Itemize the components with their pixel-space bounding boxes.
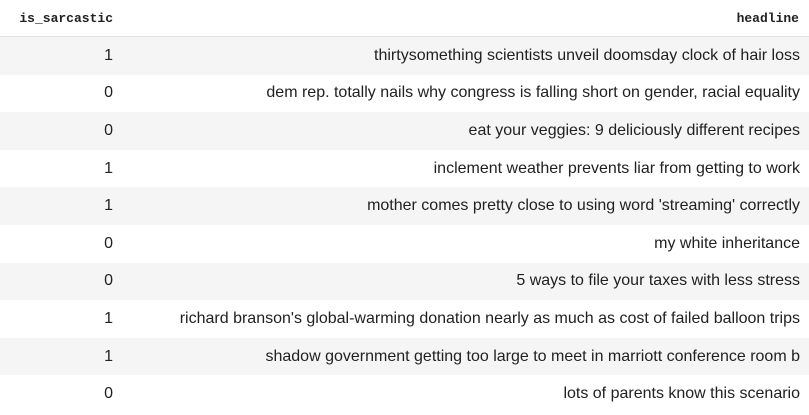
table-row: 0 lots of parents know this scenario bbox=[0, 375, 809, 413]
cell-headline: shadow government getting too large to m… bbox=[265, 347, 800, 365]
cell-headline: dem rep. totally nails why congress is f… bbox=[266, 84, 800, 102]
cell-headline: 5 ways to file your taxes with less stre… bbox=[516, 272, 800, 290]
cell-headline: my white inheritance bbox=[654, 234, 800, 252]
cell-headline: lots of parents know this scenario bbox=[563, 385, 800, 403]
table-row: 1 richard branson's global-warming donat… bbox=[0, 300, 809, 338]
table-row: 0 eat your veggies: 9 deliciously differ… bbox=[0, 112, 809, 150]
table-row: 0 dem rep. totally nails why congress is… bbox=[0, 74, 809, 113]
header-row: is_sarcastic headline bbox=[0, 0, 809, 37]
cell-headline: inclement weather prevents liar from get… bbox=[433, 159, 800, 177]
cell-headline: richard branson's global-warming donatio… bbox=[179, 309, 800, 327]
cell-is-sarcastic: 1 bbox=[104, 347, 113, 365]
cell-headline: mother comes pretty close to using word … bbox=[367, 197, 800, 215]
cell-headline: thirtysomething scientists unveil doomsd… bbox=[374, 46, 800, 64]
cell-is-sarcastic: 0 bbox=[104, 234, 113, 252]
cell-is-sarcastic: 1 bbox=[104, 46, 113, 64]
cell-is-sarcastic: 1 bbox=[104, 197, 113, 215]
table-row: 0 5 ways to file your taxes with less st… bbox=[0, 262, 809, 301]
cell-is-sarcastic: 1 bbox=[104, 159, 113, 177]
table-row: 1 inclement weather prevents liar from g… bbox=[0, 149, 809, 188]
cell-is-sarcastic: 1 bbox=[104, 309, 113, 327]
table-row: 1 shadow government getting too large to… bbox=[0, 337, 809, 376]
table-body: 1 thirtysomething scientists unveil doom… bbox=[0, 36, 809, 413]
column-header-headline: headline bbox=[123, 0, 809, 37]
cell-is-sarcastic: 0 bbox=[104, 385, 113, 403]
table-row: 1 mother comes pretty close to using wor… bbox=[0, 187, 809, 225]
column-header-is-sarcastic: is_sarcastic bbox=[0, 0, 123, 37]
cell-headline: eat your veggies: 9 deliciously differen… bbox=[468, 121, 800, 139]
table-row: 0 my white inheritance bbox=[0, 224, 809, 263]
cell-is-sarcastic: 0 bbox=[104, 272, 113, 290]
table-header: is_sarcastic headline bbox=[0, 0, 809, 37]
cell-is-sarcastic: 0 bbox=[104, 84, 113, 102]
table-row: 1 thirtysomething scientists unveil doom… bbox=[0, 36, 809, 75]
cell-is-sarcastic: 0 bbox=[104, 121, 113, 139]
